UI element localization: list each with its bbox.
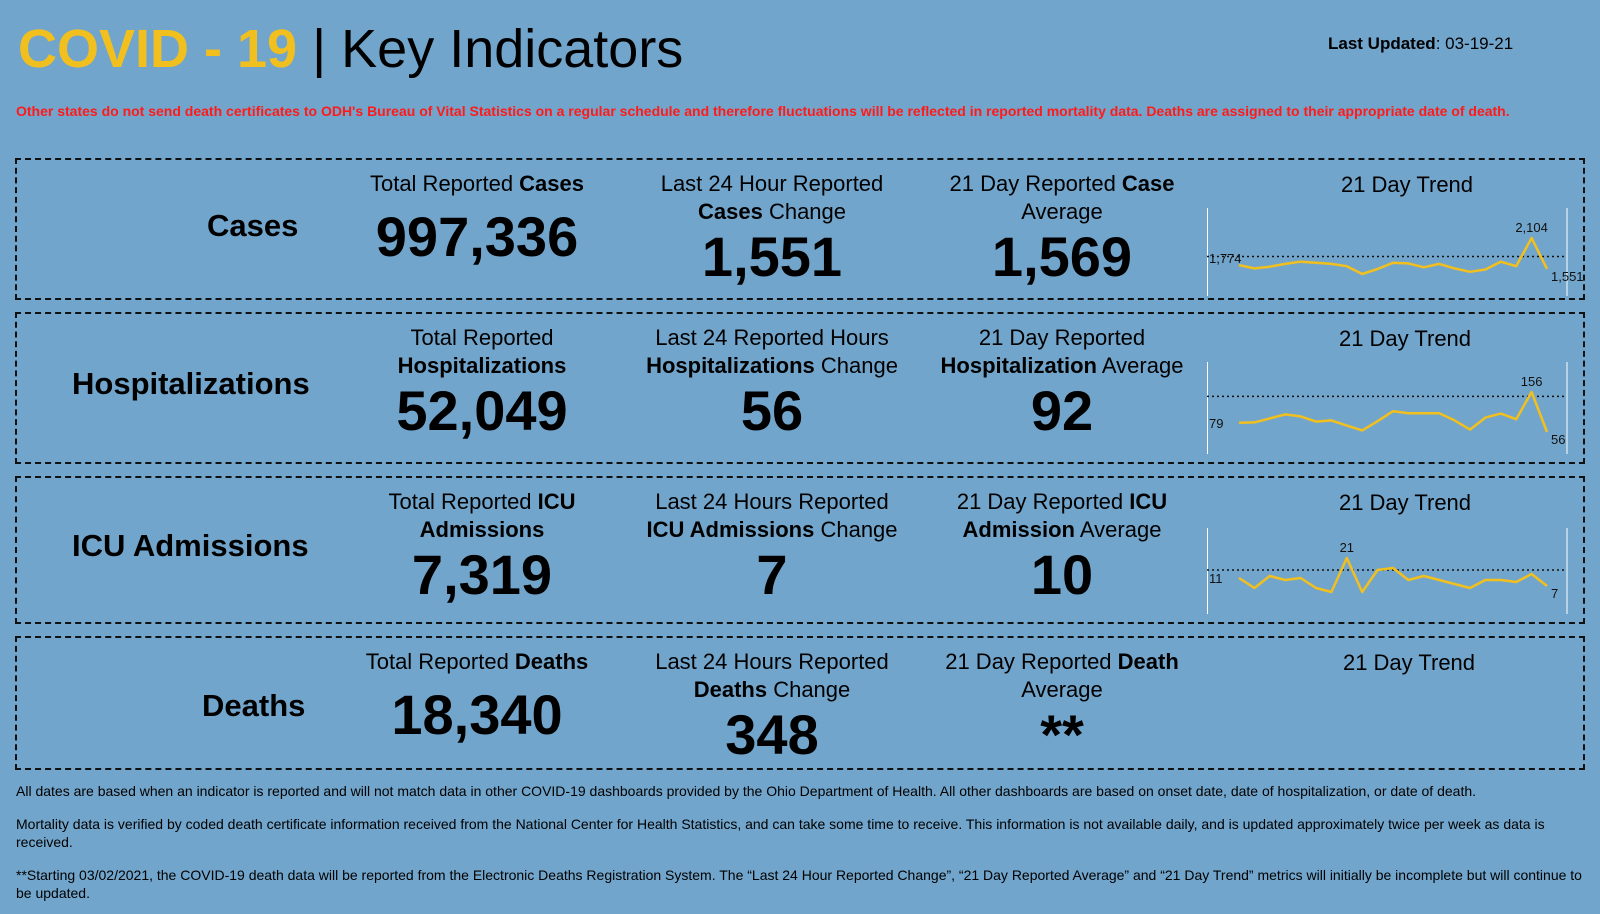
hospitalizations-avg-head1: 21 Day Reported	[978, 325, 1146, 350]
hospitalizations-avg: 21 Day Reported Hospitalization Average …	[882, 324, 1242, 442]
cases-avg-head2: Average	[1021, 199, 1103, 224]
cases-panel: Cases Total Reported Cases 997,336 Last …	[15, 158, 1585, 300]
hospitalizations-change: Last 24 Reported Hours Hospitalizations …	[607, 324, 937, 442]
cases-avg-head-bold: Case	[1121, 171, 1175, 196]
last-updated-value: : 03-19-21	[1435, 34, 1514, 53]
trend-line	[1238, 236, 1549, 276]
trend-line	[1238, 556, 1548, 594]
deaths-change-head1: Last 24 Hours Reported	[655, 649, 889, 674]
title-separator: |	[312, 19, 327, 79]
deaths-avg-head1: 21 Day Reported	[945, 649, 1118, 674]
deaths-change: Last 24 Hours Reported Deaths Change 348	[607, 648, 937, 766]
hospitalizations-total: Total Reported Hospitalizations 52,049	[317, 324, 647, 442]
icu-total-head-bold1: ICU	[537, 489, 576, 514]
icu-trend-title: 21 Day Trend	[1338, 490, 1472, 515]
icu-total-value: 7,319	[411, 543, 553, 606]
deaths-total-head: Total Reported	[365, 649, 515, 674]
cases-avg: 21 Day Reported Case Average 1,569	[897, 170, 1227, 288]
page-title: COVID - 19 | Key Indicators	[18, 14, 683, 84]
deaths-avg-head2: Average	[1021, 677, 1103, 702]
cases-change-head2: Change	[762, 199, 847, 224]
deaths-change-head-bold: Deaths	[693, 677, 768, 702]
cases-avg-head1: 21 Day Reported	[949, 171, 1122, 196]
icu-trend-chart: 11 21 7	[1207, 528, 1568, 614]
deaths-change-head2: Change	[767, 677, 851, 702]
trend-end-label: 7	[1551, 586, 1558, 601]
hospitalizations-avg-head2: Average	[1097, 353, 1184, 378]
trend-start-label: 79	[1209, 416, 1223, 431]
footer-note-2: Mortality data is verified by coded deat…	[16, 816, 1545, 850]
icu-panel: ICU Admissions Total Reported ICU Admiss…	[15, 476, 1585, 624]
icu-avg-head1: 21 Day Reported	[956, 489, 1130, 514]
deaths-avg-head-bold: Death	[1117, 649, 1179, 674]
cases-total-value: 997,336	[375, 205, 579, 268]
icu-avg-value: 10	[1030, 543, 1094, 606]
trend-start-label: 11	[1209, 571, 1223, 586]
cases-total-head: Total Reported	[369, 171, 520, 196]
trend-end-label: 1,551	[1551, 269, 1584, 284]
hospitalizations-total-value: 52,049	[396, 379, 568, 442]
icu-avg-head-bold1: ICU	[1129, 489, 1168, 514]
hospitalizations-avg-value: 92	[1030, 379, 1094, 442]
icu-change-head-bold: ICU Admissions	[646, 517, 815, 542]
deaths-avg-value: **	[1040, 703, 1084, 766]
mortality-warning: Other states do not send death certifica…	[16, 103, 1510, 119]
icu-avg: 21 Day Reported ICU Admission Average 10	[897, 488, 1227, 606]
icu-change-value: 7	[756, 543, 788, 606]
icu-total: Total Reported ICU Admissions 7,319	[317, 488, 647, 606]
deaths-change-value: 348	[725, 703, 819, 766]
deaths-total-head-bold: Deaths	[514, 649, 589, 674]
row-label-deaths: Deaths	[202, 688, 306, 723]
hospitalizations-total-head-bold: Hospitalizations	[397, 353, 567, 378]
row-label-hospitalizations: Hospitalizations	[72, 366, 310, 401]
trend-start-label: 1,774	[1209, 251, 1242, 266]
deaths-total: Total Reported Deaths 18,340	[312, 648, 642, 746]
hospitalizations-total-head1: Total Reported	[410, 325, 554, 350]
footer-note-1: All dates are based when an indicator is…	[16, 783, 1477, 799]
trend-max-label: 156	[1521, 374, 1543, 389]
last-updated-label: Last Updated	[1328, 34, 1436, 53]
deaths-panel: Deaths Total Reported Deaths 18,340 Last…	[15, 636, 1585, 770]
hospitalizations-change-head-bold: Hospitalizations	[646, 353, 815, 378]
hospitalizations-panel: Hospitalizations Total Reported Hospital…	[15, 312, 1585, 464]
deaths-avg: 21 Day Reported Death Average **	[897, 648, 1227, 766]
icu-change: Last 24 Hours Reported ICU Admissions Ch…	[607, 488, 937, 606]
icu-total-head1: Total Reported	[388, 489, 538, 514]
cases-change-head-bold: Cases	[697, 199, 763, 224]
icu-avg-head2: Average	[1075, 517, 1162, 542]
icu-change-head1: Last 24 Hours Reported	[655, 489, 889, 514]
hospitalizations-avg-head-bold: Hospitalization	[940, 353, 1097, 378]
trend-max-label: 21	[1340, 540, 1354, 555]
hospitalizations-trend-chart: 79 156 56	[1207, 362, 1568, 454]
hospitalizations-change-head1: Last 24 Reported Hours	[655, 325, 889, 350]
hospitalizations-trend-title: 21 Day Trend	[1338, 326, 1472, 351]
last-updated: Last Updated: 03-19-21	[1328, 34, 1513, 54]
footer-note-3: **Starting 03/02/2021, the COVID-19 deat…	[16, 867, 1582, 901]
cases-trend-title: 21 Day Trend	[1340, 172, 1474, 197]
cases-avg-value: 1,569	[991, 225, 1133, 288]
hospitalizations-change-head2: Change	[814, 353, 898, 378]
hospitalizations-change-value: 56	[740, 379, 804, 442]
icu-total-head-bold2: Admissions	[419, 517, 545, 542]
deaths-total-value: 18,340	[391, 683, 563, 746]
trend-end-label: 56	[1551, 432, 1565, 447]
trend-line	[1238, 390, 1549, 433]
cases-change-head1: Last 24 Hour Reported	[660, 171, 884, 196]
row-label-icu: ICU Admissions	[72, 528, 309, 563]
cases-total-head-bold: Cases	[519, 171, 585, 196]
cases-change-value: 1,551	[701, 225, 843, 288]
deaths-trend-title: 21 Day Trend	[1342, 650, 1476, 675]
icu-avg-head-bold2: Admission	[962, 517, 1075, 542]
brand-title: COVID - 19	[18, 19, 298, 79]
cases-change: Last 24 Hour Reported Cases Change 1,551	[607, 170, 937, 288]
cases-total: Total Reported Cases 997,336	[317, 170, 637, 268]
title-subtitle: Key Indicators	[341, 19, 684, 79]
trend-max-label: 2,104	[1515, 220, 1548, 235]
icu-change-head2: Change	[814, 517, 898, 542]
cases-trend-chart: 1,774 2,104 1,551	[1207, 208, 1584, 296]
row-label-cases: Cases	[207, 208, 299, 243]
header: COVID - 19 | Key Indicators	[18, 14, 683, 84]
